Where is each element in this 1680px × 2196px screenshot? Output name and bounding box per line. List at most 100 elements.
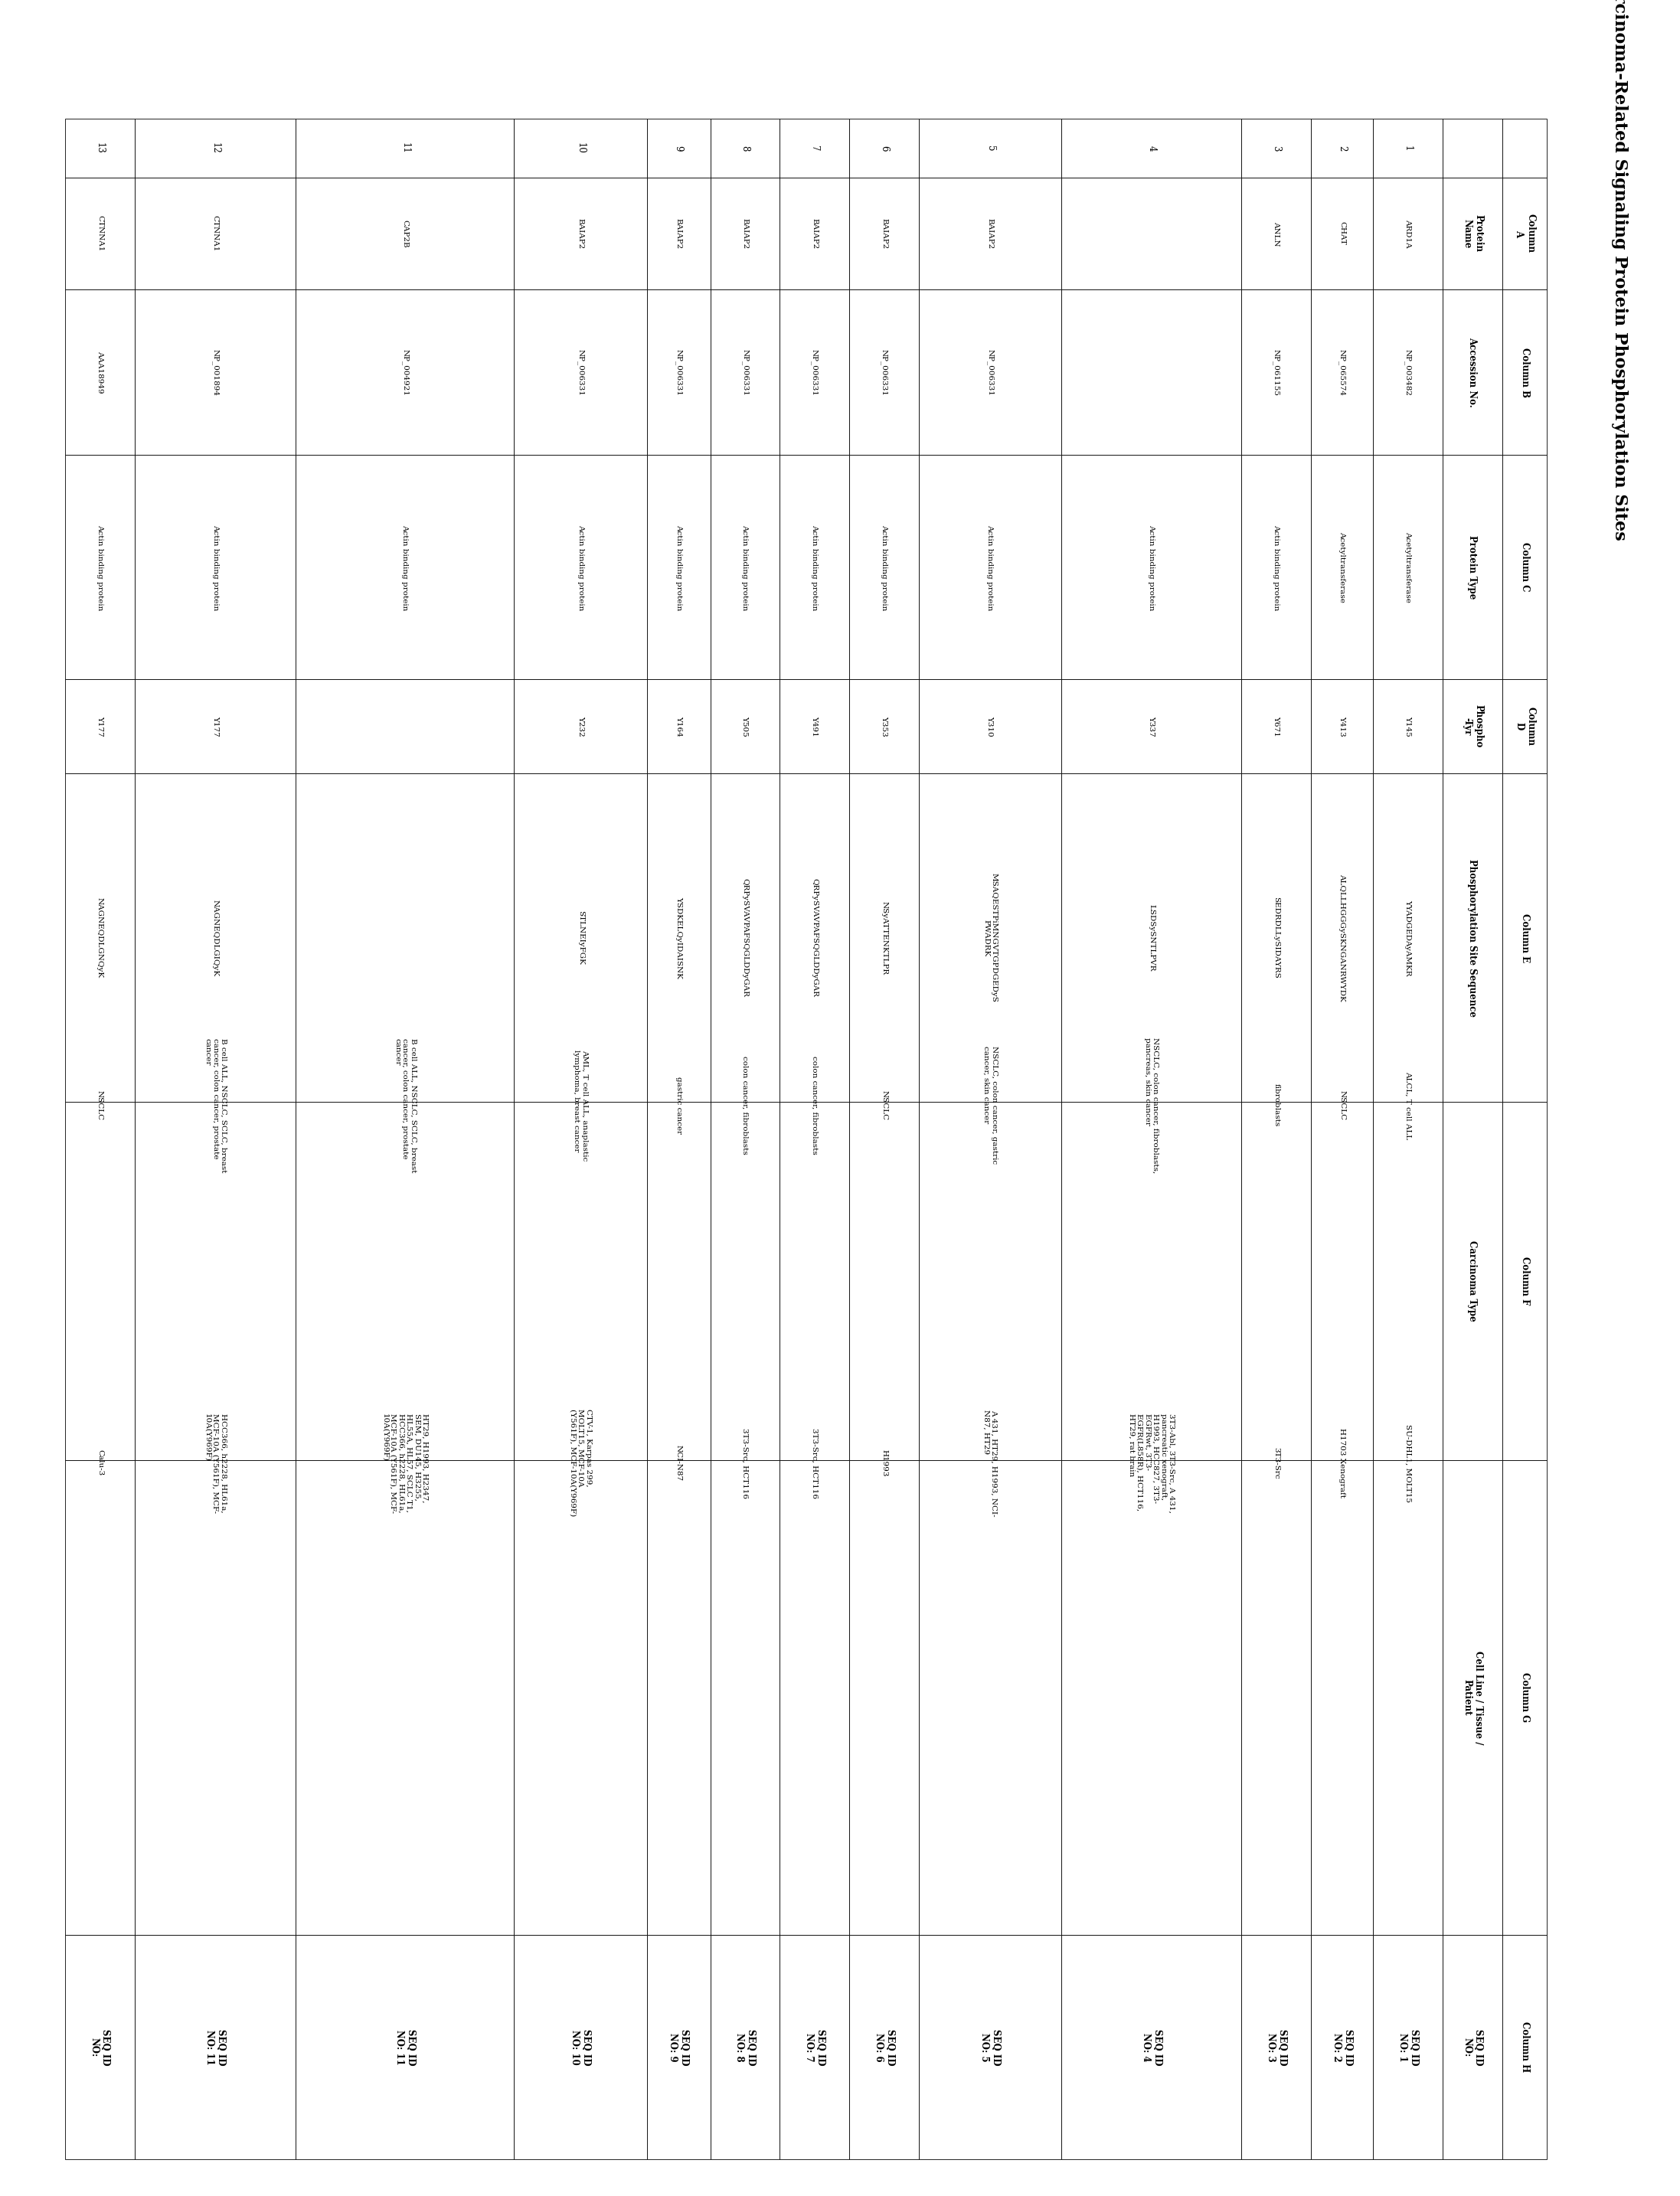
Polygon shape — [647, 178, 711, 290]
Text: CAP2B: CAP2B — [402, 220, 408, 248]
Polygon shape — [66, 773, 134, 1102]
Polygon shape — [1373, 1460, 1443, 1935]
Polygon shape — [850, 178, 919, 290]
Text: QRPySVAVPAFSQGLDDyGAR: QRPySVAVPAFSQGLDDyGAR — [811, 878, 818, 997]
Text: H1993: H1993 — [880, 1449, 887, 1476]
Text: NAGNEQDLGNQyK: NAGNEQDLGNQyK — [96, 898, 102, 977]
Polygon shape — [296, 290, 514, 455]
Text: CTV-1, Karpas 299,
MOLT15, MCF-10A
(Y561F), MCF-10A(Y969F): CTV-1, Karpas 299, MOLT15, MCF-10A (Y561… — [570, 1410, 591, 1517]
Polygon shape — [1502, 290, 1547, 455]
Polygon shape — [1310, 290, 1373, 455]
Text: SEQ ID
NO: 7: SEQ ID NO: 7 — [803, 2029, 825, 2066]
Polygon shape — [647, 455, 711, 679]
Text: 4: 4 — [1146, 145, 1156, 152]
Text: YYADGEDAyAMKR: YYADGEDAyAMKR — [1404, 900, 1411, 975]
Text: SEQ ID
NO:: SEQ ID NO: — [89, 2029, 111, 2066]
Polygon shape — [647, 1935, 711, 2159]
Text: Column B: Column B — [1520, 347, 1529, 397]
Text: Cell Line / Tissue /
Patient: Cell Line / Tissue / Patient — [1462, 1651, 1483, 1744]
Polygon shape — [647, 1102, 711, 1460]
Polygon shape — [780, 178, 850, 290]
Text: Actin binding protein: Actin binding protein — [880, 525, 887, 610]
Text: Column G: Column G — [1520, 1673, 1529, 1722]
Text: Y353: Y353 — [880, 716, 887, 736]
Text: 6: 6 — [879, 145, 889, 152]
Polygon shape — [66, 455, 134, 679]
Polygon shape — [134, 455, 296, 679]
Polygon shape — [1242, 119, 1310, 178]
Text: ALCL, T cell ALL: ALCL, T cell ALL — [1404, 1072, 1411, 1140]
Polygon shape — [919, 1102, 1062, 1460]
Polygon shape — [1443, 290, 1502, 455]
Text: SEQ ID
NO: 8: SEQ ID NO: 8 — [734, 2029, 756, 2066]
Polygon shape — [66, 290, 134, 455]
Polygon shape — [66, 679, 134, 773]
Polygon shape — [1242, 290, 1310, 455]
Polygon shape — [1373, 679, 1443, 773]
Polygon shape — [514, 1102, 647, 1460]
Text: Actin binding protein: Actin binding protein — [1147, 525, 1154, 610]
Text: Y337: Y337 — [1147, 716, 1154, 736]
Text: Column
D: Column D — [1514, 707, 1536, 747]
Text: NP_061155: NP_061155 — [1272, 349, 1280, 395]
Polygon shape — [514, 455, 647, 679]
Polygon shape — [134, 290, 296, 455]
Text: SEQ ID
NO: 5: SEQ ID NO: 5 — [979, 2029, 1001, 2066]
Polygon shape — [1373, 773, 1443, 1102]
Polygon shape — [296, 1102, 514, 1460]
Polygon shape — [1443, 773, 1502, 1102]
Polygon shape — [134, 773, 296, 1102]
Text: NP_006331: NP_006331 — [741, 349, 749, 395]
Text: Y177: Y177 — [212, 716, 218, 736]
Polygon shape — [780, 679, 850, 773]
Polygon shape — [647, 679, 711, 773]
Text: Y413: Y413 — [1339, 716, 1346, 736]
Text: 3T3-Abl, 3T3-Src, A 431,
pancreatic xenograft,
H1993, HCC827, 3T3-
EGFRwt, 3T3-
: 3T3-Abl, 3T3-Src, A 431, pancreatic xeno… — [1127, 1414, 1174, 1513]
Text: Actin binding protein: Actin binding protein — [741, 525, 749, 610]
Text: NP_065574: NP_065574 — [1339, 349, 1346, 395]
Text: H1703 Xenograft: H1703 Xenograft — [1339, 1427, 1346, 1498]
Text: Actin binding protein: Actin binding protein — [675, 525, 682, 610]
Polygon shape — [134, 1935, 296, 2159]
Polygon shape — [1373, 455, 1443, 679]
Polygon shape — [647, 119, 711, 178]
Text: NP_006331: NP_006331 — [675, 349, 682, 395]
Text: SEDRDLLySIDAYRS: SEDRDLLySIDAYRS — [1273, 896, 1280, 979]
Text: 3: 3 — [1272, 145, 1282, 152]
Polygon shape — [780, 455, 850, 679]
Text: CHAT: CHAT — [1339, 222, 1346, 246]
Polygon shape — [780, 119, 850, 178]
Polygon shape — [780, 1460, 850, 1935]
Text: Acetyltransferase: Acetyltransferase — [1339, 531, 1346, 602]
Polygon shape — [780, 290, 850, 455]
Text: 8: 8 — [739, 145, 749, 152]
Polygon shape — [1242, 1460, 1310, 1935]
Text: NP_003482: NP_003482 — [1404, 349, 1411, 395]
Polygon shape — [850, 679, 919, 773]
Text: 5: 5 — [984, 145, 995, 152]
Text: Protein Type: Protein Type — [1468, 536, 1477, 600]
Text: Carcinoma Type: Carcinoma Type — [1468, 1241, 1477, 1322]
Polygon shape — [1502, 1460, 1547, 1935]
Text: NSCLC: NSCLC — [1339, 1089, 1346, 1120]
Text: 12: 12 — [210, 143, 220, 154]
Text: BAIAP2: BAIAP2 — [811, 217, 818, 248]
Polygon shape — [919, 1935, 1062, 2159]
Text: colon cancer, fibroblasts: colon cancer, fibroblasts — [741, 1056, 749, 1155]
Text: MSAQESTPiMNGVTGPDGEDyS
PWADRK: MSAQESTPiMNGVTGPDGEDyS PWADRK — [983, 874, 998, 1001]
Polygon shape — [514, 679, 647, 773]
Text: colon cancer, fibroblasts: colon cancer, fibroblasts — [811, 1056, 818, 1155]
Polygon shape — [66, 178, 134, 290]
Text: Actin binding protein: Actin binding protein — [212, 525, 218, 610]
Polygon shape — [1502, 1935, 1547, 2159]
Text: B cell ALL, NSCLC, SCLC, breast
cancer, colon cancer, prostate
cancer: B cell ALL, NSCLC, SCLC, breast cancer, … — [393, 1039, 417, 1173]
Text: YSDKELQyIDAISNK: YSDKELQyIDAISNK — [675, 896, 682, 979]
Polygon shape — [296, 178, 514, 290]
Text: CTNNA1: CTNNA1 — [212, 215, 218, 253]
Polygon shape — [919, 290, 1062, 455]
Polygon shape — [1310, 1460, 1373, 1935]
Text: Column C: Column C — [1520, 542, 1529, 593]
Polygon shape — [1373, 178, 1443, 290]
Text: Y145: Y145 — [1404, 716, 1411, 736]
Text: Phosphorylation Site Sequence: Phosphorylation Site Sequence — [1468, 859, 1477, 1017]
